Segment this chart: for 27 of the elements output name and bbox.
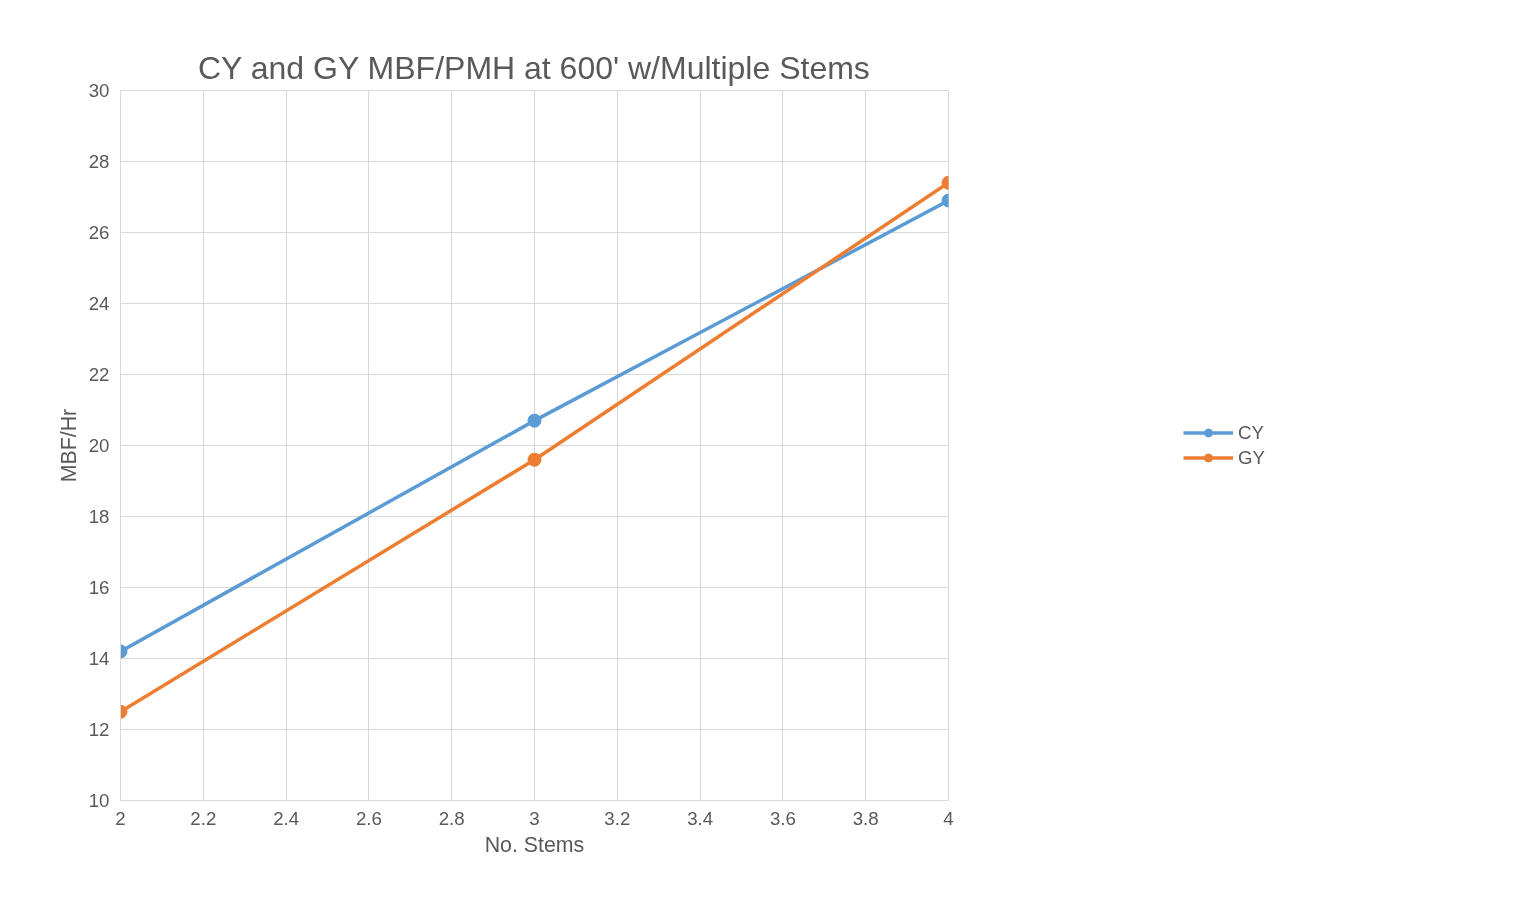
y-axis-title: MBF/Hr <box>56 408 81 483</box>
y-tick-label: 26 <box>88 222 110 243</box>
x-tick-label: 3.6 <box>769 807 796 829</box>
x-tick-label: 2.4 <box>273 807 300 829</box>
y-tick-label: 14 <box>88 648 110 669</box>
y-tick-label: 18 <box>88 506 110 527</box>
y-tick-label: 20 <box>88 435 110 456</box>
x-tick-label: 3.8 <box>852 807 879 829</box>
x-tick-label: 3 <box>529 807 540 829</box>
x-tick-label: 2.6 <box>355 807 382 829</box>
y-tick-label: 28 <box>88 151 110 172</box>
x-tick-label: 2 <box>115 807 126 829</box>
x-tick-label: 2.8 <box>438 807 465 829</box>
x-axis-title: No. Stems <box>484 832 585 857</box>
x-tick-label: 4 <box>943 807 954 829</box>
y-tick-label: 12 <box>88 719 110 740</box>
x-tick-label: 3.4 <box>687 807 714 829</box>
y-tick-label: 16 <box>88 577 110 598</box>
y-tick-label: 10 <box>88 790 110 811</box>
x-tick-label: 2.2 <box>190 807 217 829</box>
legend-label: GY <box>1238 446 1265 469</box>
chart-title: CY and GY MBF/PMH at 600' w/Multiple Stems <box>198 49 870 86</box>
legend-label: CY <box>1238 421 1264 444</box>
y-tick-label: 24 <box>88 293 110 314</box>
x-tick-label: 3.2 <box>604 807 631 829</box>
y-tick-label: 22 <box>88 364 110 385</box>
y-tick-label: 30 <box>88 80 110 101</box>
